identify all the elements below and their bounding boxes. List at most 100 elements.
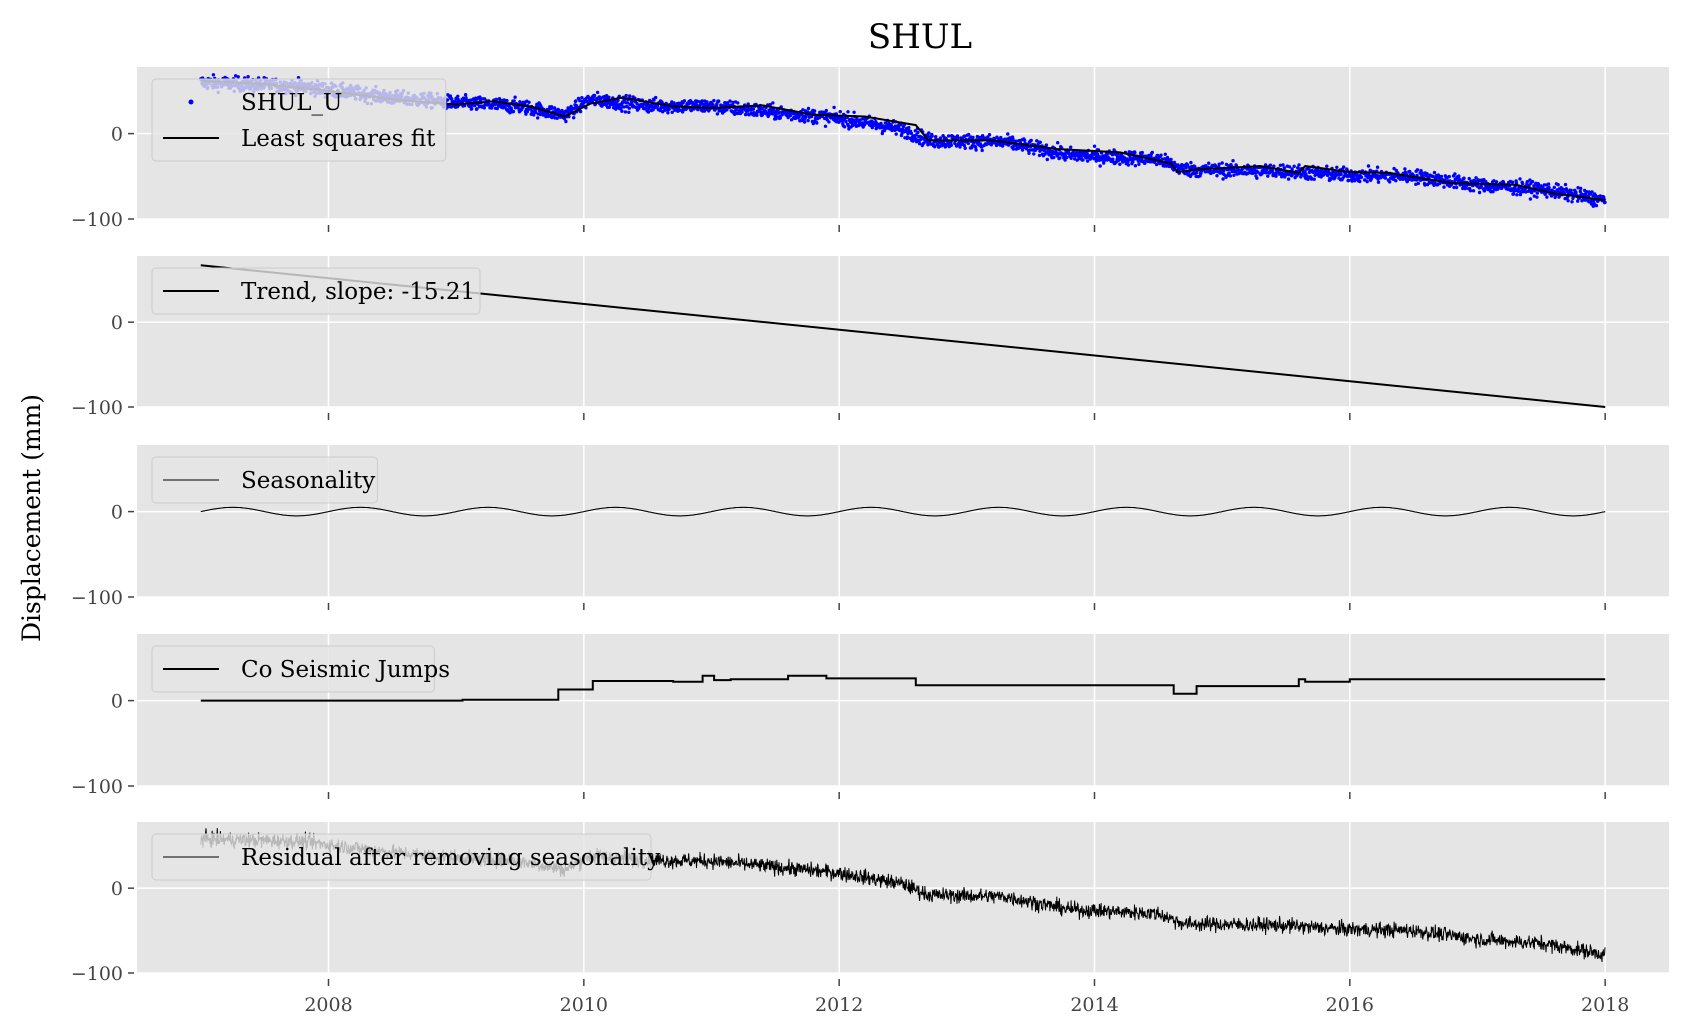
data-point xyxy=(1574,191,1578,195)
data-point xyxy=(1255,176,1259,180)
data-point xyxy=(1022,138,1027,143)
x-tick-label: 2018 xyxy=(1581,994,1629,1016)
y-tick-label: −100 xyxy=(71,776,123,798)
data-point xyxy=(1038,140,1043,144)
data-point xyxy=(909,131,914,135)
data-point xyxy=(1065,155,1069,160)
data-point xyxy=(1383,176,1388,180)
x-tick-label: 2012 xyxy=(815,994,863,1016)
data-point xyxy=(731,100,735,105)
data-point xyxy=(1467,176,1471,181)
data-point xyxy=(1439,174,1444,179)
data-point xyxy=(1592,201,1596,206)
data-point xyxy=(1547,185,1551,190)
legend: Residual after removing seasonality xyxy=(151,833,660,881)
data-point xyxy=(1297,163,1301,167)
data-point xyxy=(711,103,715,107)
data-point xyxy=(933,145,937,149)
data-point xyxy=(975,134,980,139)
y-tick-label: −100 xyxy=(71,963,123,985)
data-point xyxy=(1306,177,1310,181)
data-point xyxy=(1095,152,1100,156)
data-point xyxy=(1020,148,1025,152)
data-point xyxy=(846,110,850,114)
data-point xyxy=(1309,177,1314,181)
data-point xyxy=(620,109,624,113)
data-point xyxy=(1524,190,1528,194)
legend: SHUL_U Least squares fit xyxy=(151,78,447,162)
legend-box xyxy=(151,78,447,162)
data-point xyxy=(1355,174,1360,178)
chart-title: SHUL xyxy=(868,17,972,57)
data-point xyxy=(927,131,931,135)
data-point xyxy=(958,145,962,149)
data-point xyxy=(1131,160,1135,164)
panel-residual: 0 −100 2008 2010 2012 2014 2016 2018 Residual af… xyxy=(71,822,1669,1016)
data-point xyxy=(1447,174,1451,179)
data-point xyxy=(1188,174,1193,179)
data-point xyxy=(907,125,911,130)
data-point xyxy=(1081,158,1085,162)
data-point xyxy=(1217,162,1221,166)
data-point xyxy=(1408,169,1412,174)
data-point xyxy=(1227,171,1231,175)
data-point xyxy=(495,106,499,111)
data-point xyxy=(911,139,915,143)
legend-entry: Co Seismic Jumps xyxy=(241,657,450,683)
data-point xyxy=(580,96,584,100)
data-point xyxy=(715,112,720,116)
data-point xyxy=(1591,204,1596,208)
data-point xyxy=(1339,172,1343,176)
data-point xyxy=(644,106,648,110)
data-point xyxy=(1326,173,1330,178)
data-point xyxy=(967,132,971,137)
data-point xyxy=(627,106,631,110)
data-point xyxy=(591,97,595,102)
data-point xyxy=(1185,163,1190,167)
data-point xyxy=(1403,170,1408,174)
data-point xyxy=(1388,180,1392,184)
data-point xyxy=(938,136,943,140)
data-point xyxy=(812,109,817,113)
data-point xyxy=(970,144,974,148)
data-point xyxy=(637,106,641,111)
data-point xyxy=(1511,192,1516,196)
data-point xyxy=(1143,161,1147,165)
data-point xyxy=(1590,190,1594,194)
data-point xyxy=(1403,167,1407,171)
data-point xyxy=(1474,176,1478,180)
data-point xyxy=(1154,162,1159,167)
series-line xyxy=(200,79,1606,202)
data-point xyxy=(450,97,454,101)
data-point xyxy=(1270,169,1275,173)
legend: Trend, slope: -15.21 xyxy=(151,267,481,315)
data-point xyxy=(1207,161,1211,165)
data-point xyxy=(460,100,465,104)
data-point xyxy=(1278,163,1283,167)
data-point xyxy=(1510,180,1515,184)
data-point xyxy=(842,125,847,129)
data-point xyxy=(666,111,670,115)
data-point xyxy=(1149,154,1153,159)
data-point xyxy=(1221,177,1225,181)
data-point xyxy=(1457,174,1461,178)
data-point xyxy=(536,116,540,120)
data-point xyxy=(1352,175,1356,179)
data-point xyxy=(1085,159,1090,163)
data-point xyxy=(1335,165,1339,169)
data-point xyxy=(642,102,646,106)
data-point xyxy=(806,118,810,123)
data-point xyxy=(1163,157,1167,161)
data-point xyxy=(1011,147,1016,151)
x-tick-label: 2014 xyxy=(1070,994,1118,1016)
data-point xyxy=(1133,164,1138,168)
data-point xyxy=(1312,177,1316,181)
data-point xyxy=(1058,156,1062,160)
data-point xyxy=(966,141,970,146)
data-point xyxy=(802,120,807,124)
series-line xyxy=(200,506,1606,517)
data-point xyxy=(712,98,716,103)
data-point xyxy=(1576,199,1580,203)
data-point xyxy=(1342,165,1346,169)
